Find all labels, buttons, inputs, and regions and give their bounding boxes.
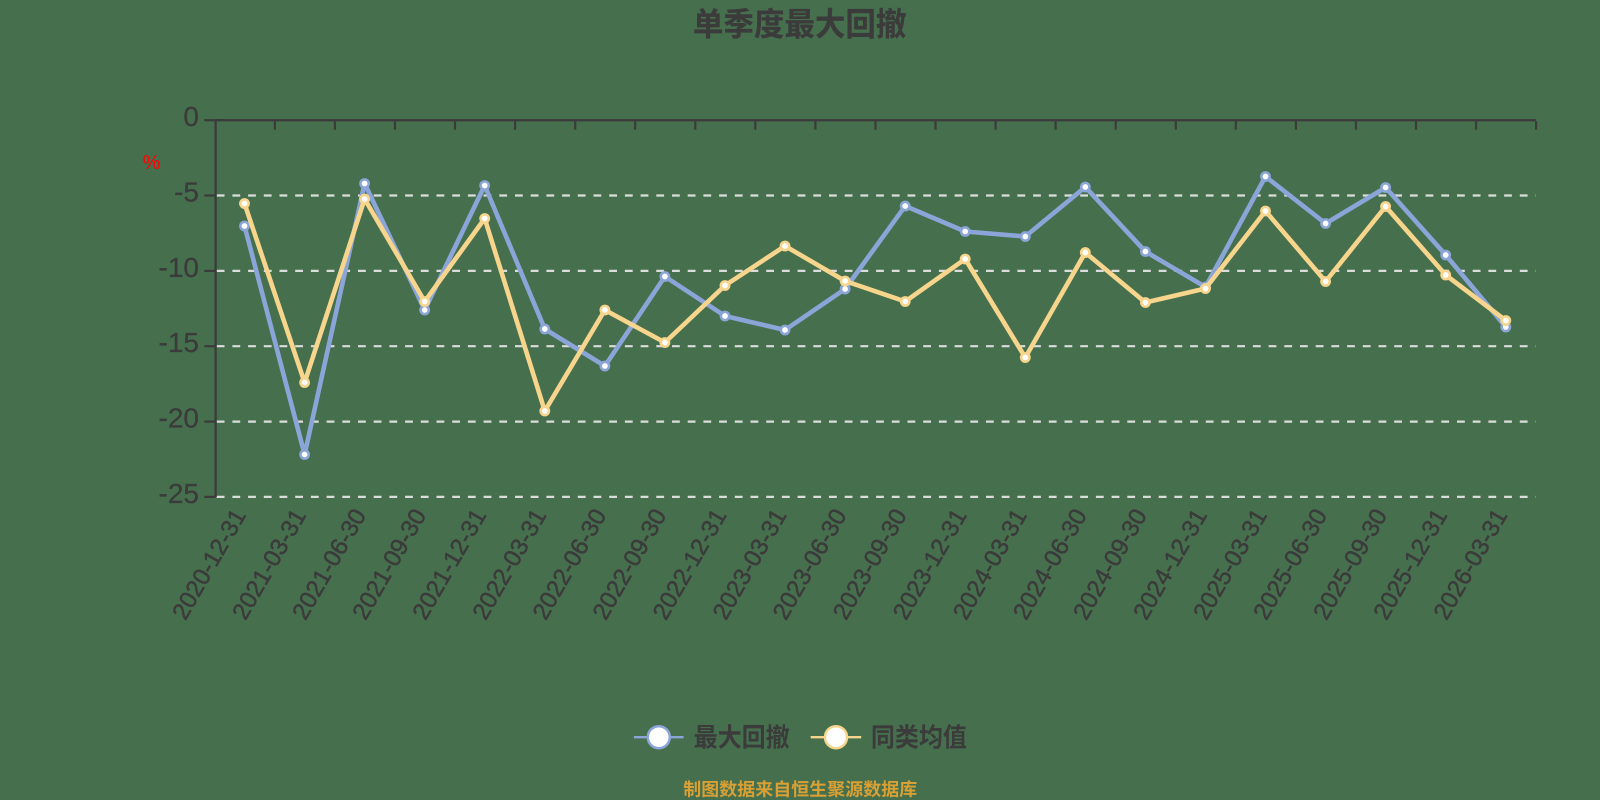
svg-text:0: 0 — [183, 101, 199, 132]
svg-text:%: % — [143, 152, 161, 174]
svg-text:-5: -5 — [174, 177, 199, 208]
svg-text:-20: -20 — [159, 403, 199, 434]
svg-text:-25: -25 — [159, 478, 199, 509]
svg-text:-10: -10 — [159, 252, 199, 283]
svg-text:-15: -15 — [159, 327, 199, 358]
